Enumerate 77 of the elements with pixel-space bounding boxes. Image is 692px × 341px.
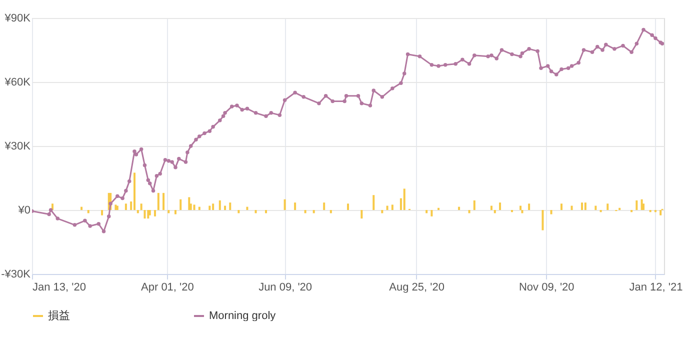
bar [304,210,306,214]
bar [391,204,394,210]
bar [372,195,375,210]
x-tick-label: Nov 09, '20 [518,282,574,294]
legend-label: Morning groly [209,310,276,322]
bar [87,210,90,214]
y-tick-label: ¥90K [4,12,32,24]
bar [212,204,214,210]
bar [381,210,384,214]
bar [520,206,522,210]
bar [403,188,406,210]
bar [294,202,296,210]
bar [660,210,662,216]
bar [218,200,221,210]
bar [594,206,597,210]
bar [312,210,315,214]
bar [323,202,326,210]
bar [168,210,170,214]
legend-label: 損益 [48,310,70,322]
bar [570,206,573,210]
bar [584,202,586,210]
bar [550,210,552,214]
bar [265,210,268,214]
y-tick-label: -¥30K [1,268,32,280]
bar [188,197,190,210]
bar [162,192,165,210]
bar [208,206,211,210]
y-tick-label: ¥60K [4,76,32,88]
bar [224,206,226,210]
bar [136,210,139,214]
bar [386,206,388,210]
bar [144,210,146,219]
bar [458,206,460,210]
bar [360,210,363,219]
bar [636,200,638,210]
bar [581,202,584,210]
bar [116,206,118,210]
bar [198,206,200,210]
bar [193,204,196,210]
bar [154,210,156,216]
bar [560,204,563,210]
x-tick-label: Apr 01, '20 [141,282,194,294]
bar [246,206,248,210]
bar [101,210,104,216]
bar [140,204,142,210]
bar [124,204,127,210]
bar [148,210,151,216]
bar [114,204,117,210]
bar [542,210,544,230]
bar [642,204,645,210]
bar [229,202,232,210]
x-tick-label: Aug 25, '20 [389,282,444,294]
bar [80,206,83,210]
bar [147,210,150,219]
x-tick-label: Jun 09, '20 [258,282,312,294]
bar [254,210,257,214]
bar [157,192,160,210]
bar [133,172,136,210]
bar [468,210,470,214]
bar [174,210,176,214]
bar [499,202,502,210]
bar [490,206,492,210]
bar [606,204,609,210]
x-tick-label: Jan 13, '20 [32,282,86,294]
y-tick-label: ¥0 [17,204,30,216]
bar [330,210,332,214]
bar [494,210,496,214]
bar [347,204,349,210]
bar [284,199,286,210]
bar [430,210,433,216]
bar [426,210,428,214]
bar [238,210,240,214]
bar [180,199,182,210]
bar [473,200,476,210]
bar [528,204,530,210]
x-tick-label: Jan 12, '21 [629,282,683,294]
y-tick-label: ¥30K [4,140,32,152]
